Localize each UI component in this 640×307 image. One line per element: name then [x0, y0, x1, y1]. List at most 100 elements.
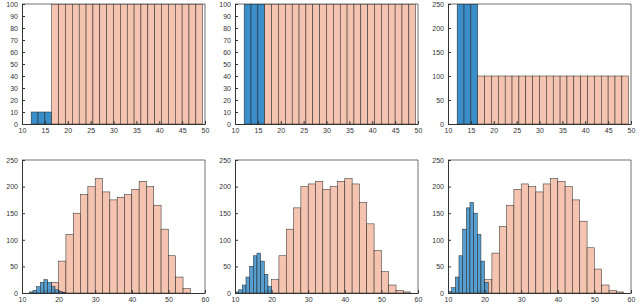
y-axis: 050100150200250 [432, 1, 451, 128]
y-axis: 0102030405060708090100 [219, 1, 238, 128]
tick-mark [235, 88, 238, 89]
tick-label: 20 [277, 127, 285, 134]
frame [22, 160, 205, 161]
tick: 60 [10, 49, 25, 56]
tick-label: 50 [223, 61, 231, 68]
tick-mark [95, 290, 96, 293]
tick: 30 [92, 290, 100, 303]
tick: 150 [432, 49, 451, 56]
tick-label: 25 [300, 127, 308, 134]
tick-label: 70 [10, 37, 18, 44]
frame [22, 4, 205, 5]
axis-line [449, 293, 632, 294]
axis-line [23, 293, 206, 294]
tick: 45 [605, 121, 613, 134]
histogram-bar [88, 187, 95, 293]
tick-mark [540, 121, 541, 124]
tick-mark [235, 76, 238, 77]
histogram-bar [601, 76, 608, 124]
histogram-bar [268, 287, 272, 293]
tick-label: 80 [223, 25, 231, 32]
histogram-bar [66, 234, 73, 293]
tick-mark [91, 121, 92, 124]
tick: 50 [165, 290, 173, 303]
series [477, 179, 623, 293]
tick: 25 [87, 121, 95, 134]
histogram-bar [367, 224, 374, 293]
axis-line [448, 161, 449, 294]
histogram-bar [529, 187, 536, 293]
tick: 20 [10, 97, 25, 104]
tick-mark [22, 100, 25, 101]
histogram-bar [239, 290, 243, 293]
tick: 150 [219, 210, 238, 217]
tick-label: 20 [481, 296, 489, 303]
histogram-bar [176, 277, 183, 293]
tick-mark [594, 290, 595, 293]
tick-label: 40 [128, 296, 136, 303]
series [244, 4, 265, 124]
histogram-bar [103, 192, 110, 293]
tick-mark [22, 293, 25, 294]
tick: 250 [219, 157, 238, 164]
histogram-bar [65, 4, 72, 124]
tick: 50 [591, 290, 599, 303]
tick: 30 [536, 121, 544, 134]
tick: 100 [219, 1, 238, 8]
tick-label: 30 [305, 296, 313, 303]
tick-mark [272, 290, 273, 293]
tick-label: 40 [10, 73, 18, 80]
histogram-bar [265, 4, 272, 124]
histogram-bar [455, 277, 459, 293]
histogram-bar [73, 213, 80, 293]
tick-mark [235, 187, 238, 188]
histogram-bar [498, 76, 505, 124]
tick: 45 [179, 121, 187, 134]
series [448, 203, 488, 293]
frame [448, 4, 631, 5]
tick-mark [235, 240, 238, 241]
x-axis: 101520253035404550 [19, 121, 210, 134]
series [44, 179, 190, 293]
tick: 30 [323, 121, 331, 134]
tick-mark [235, 160, 238, 161]
histogram-bar [368, 4, 375, 124]
tick: 30 [110, 121, 118, 134]
histogram-bar [536, 192, 543, 293]
histogram-bar [72, 4, 79, 124]
tick-mark [631, 121, 632, 124]
plot-background [448, 160, 631, 293]
tick-label: 50 [591, 296, 599, 303]
tick: 90 [10, 13, 25, 20]
tick: 80 [10, 25, 25, 32]
series [235, 253, 272, 293]
histogram-bar [154, 205, 161, 293]
panel: 1015202530354045500102030405060708090100 [6, 1, 209, 134]
y-axis: 050100150200250 [219, 157, 238, 297]
histogram-bar [81, 195, 88, 293]
histogram-bar [29, 292, 33, 293]
tick-mark [235, 112, 238, 113]
histogram-bar [148, 4, 155, 124]
tick-label: 20 [10, 97, 18, 104]
tick-label: 25 [87, 127, 95, 134]
series [29, 280, 66, 293]
histogram-bar [608, 76, 615, 124]
tick-label: 250 [219, 157, 231, 164]
tick-mark [235, 52, 238, 53]
tick: 150 [432, 210, 451, 217]
tick-label: 40 [582, 127, 590, 134]
tick: 20 [64, 121, 72, 134]
tick-label: 20 [64, 127, 72, 134]
histogram-bar [120, 4, 127, 124]
tick: 20 [481, 290, 489, 303]
panel: 101520253035404550050100150200250 [432, 1, 635, 134]
histogram-bar [452, 288, 456, 293]
histogram-bar [395, 4, 402, 124]
histogram-bar [132, 189, 139, 293]
tick-mark [608, 121, 609, 124]
panel: 102030405060050100150200250 [219, 157, 422, 303]
axis-line [236, 124, 419, 125]
tick-label: 150 [219, 210, 231, 217]
tick-label: 15 [254, 127, 262, 134]
